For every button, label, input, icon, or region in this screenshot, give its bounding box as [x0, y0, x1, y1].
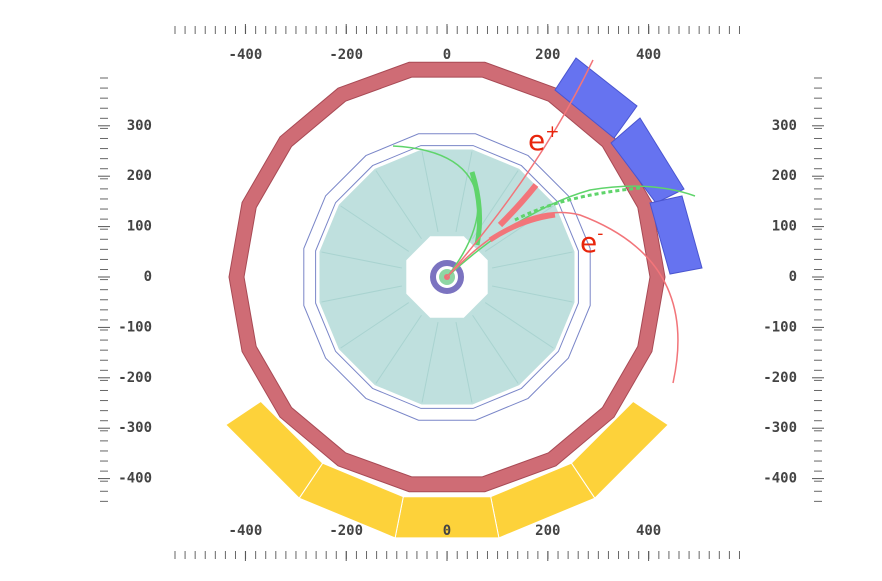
wedge-line	[375, 170, 422, 240]
wedge-line	[484, 205, 554, 252]
label-base: e	[528, 124, 545, 157]
wedge-line	[421, 322, 439, 403]
positron-label: e+	[528, 122, 559, 157]
red-hits	[488, 212, 556, 243]
x-tick-label: -400	[229, 523, 263, 539]
wedge-line	[455, 151, 473, 232]
red-hits	[497, 183, 539, 228]
y-tick-label: 0	[144, 269, 152, 285]
wedge-line	[492, 251, 573, 269]
tracks	[392, 59, 696, 384]
wedge-line	[455, 322, 473, 403]
y-tick-label: -100	[118, 319, 152, 335]
wedge-line	[375, 314, 422, 384]
y-tick-label: -400	[118, 471, 152, 487]
x-tick-label: -400	[229, 47, 263, 63]
wedge-line	[340, 205, 410, 252]
green-hits	[469, 171, 483, 246]
x-tick-label: 400	[636, 523, 661, 539]
detector	[225, 57, 703, 539]
y-tick-label: -200	[118, 370, 152, 386]
blue-module	[649, 195, 703, 275]
red-track	[446, 59, 594, 278]
y-tick-label: 100	[127, 219, 152, 235]
wedge-line	[472, 314, 519, 384]
y-tick-label: 200	[772, 168, 797, 184]
x-tick-label: -200	[329, 47, 363, 63]
y-tick-label: -300	[118, 420, 152, 436]
y-tick-label: -100	[763, 319, 797, 335]
y-tick-label: 300	[127, 118, 152, 134]
x-tick-label: 0	[443, 523, 451, 539]
y-tick-label: -300	[763, 420, 797, 436]
x-tick-label: 200	[535, 47, 560, 63]
label-sup: +	[545, 122, 559, 142]
yellow-module	[570, 400, 669, 499]
y-tick-label: -200	[763, 370, 797, 386]
green-hits	[514, 186, 641, 222]
wedge-line	[321, 285, 402, 303]
y-tick-label: 100	[772, 219, 797, 235]
blue-module	[554, 57, 638, 139]
x-tick-label: 0	[443, 47, 451, 63]
blue-ring	[303, 133, 591, 421]
purple-ring	[430, 260, 464, 294]
label-sup: -	[597, 224, 603, 244]
x-tick-label: -200	[329, 523, 363, 539]
wedge-line	[321, 251, 402, 269]
x-tick-label: 400	[636, 47, 661, 63]
y-tick-label: 0	[789, 269, 797, 285]
wedge-line	[340, 302, 410, 349]
y-tick-label: 300	[772, 118, 797, 134]
label-base: e	[580, 226, 597, 259]
y-tick-label: 200	[127, 168, 152, 184]
green-track	[446, 185, 696, 278]
rulers: -400 -400 -200 -200 0 0 200 200 400 400 300 300 200 2…	[98, 24, 824, 561]
y-tick-label: -400	[763, 471, 797, 487]
wedge-line	[492, 285, 573, 303]
wedge-line	[484, 302, 554, 349]
x-tick-label: 200	[535, 523, 560, 539]
electron-label: e-	[580, 224, 603, 259]
yellow-module	[225, 400, 324, 499]
wedge-line	[421, 151, 439, 232]
blue-module	[610, 117, 685, 204]
